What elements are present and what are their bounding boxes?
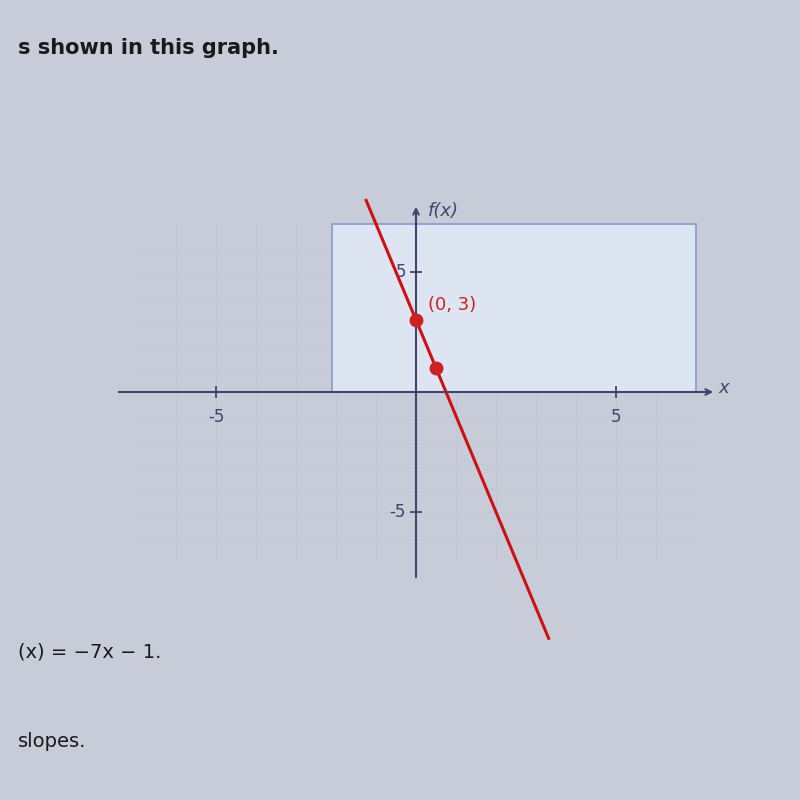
Text: -5: -5 <box>390 503 406 521</box>
Text: (0, 3): (0, 3) <box>428 296 476 314</box>
Text: f(x): f(x) <box>428 202 459 220</box>
Text: s shown in this graph.: s shown in this graph. <box>18 38 279 58</box>
Text: 5: 5 <box>610 408 622 426</box>
Text: -5: -5 <box>208 408 224 426</box>
Text: 5: 5 <box>395 263 406 281</box>
Text: slopes.: slopes. <box>18 732 86 751</box>
Bar <box>332 224 696 392</box>
Text: (x) = −7x − 1.: (x) = −7x − 1. <box>18 642 162 661</box>
Text: x: x <box>718 379 729 397</box>
